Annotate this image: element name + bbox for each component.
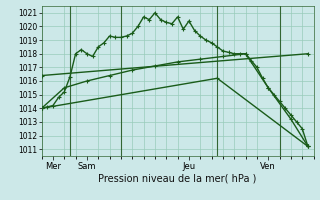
X-axis label: Pression niveau de la mer( hPa ): Pression niveau de la mer( hPa ) [99,173,257,183]
